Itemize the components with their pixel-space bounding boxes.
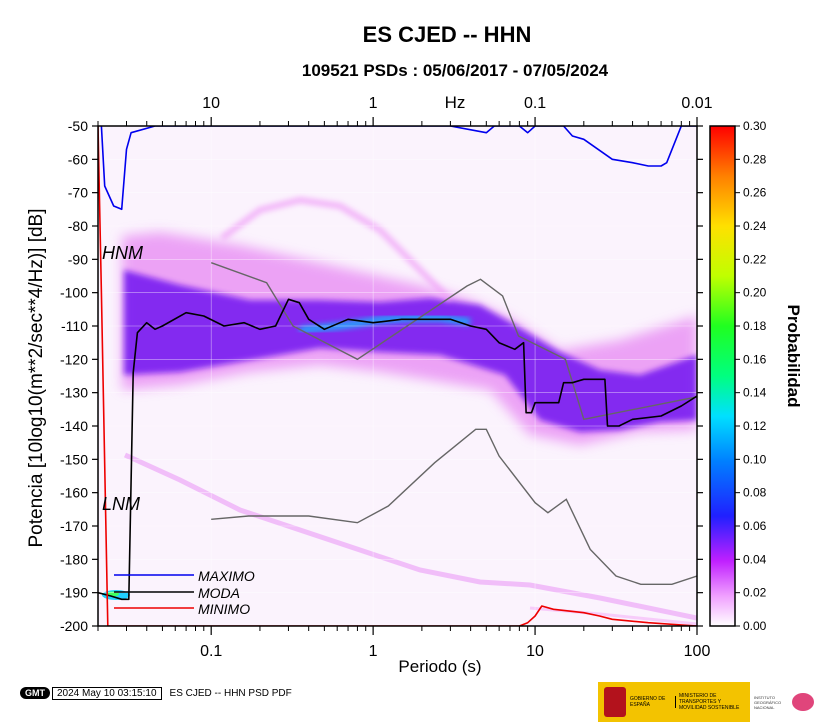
- y-tick-label: -80: [68, 218, 88, 234]
- series-maximo: [100, 126, 697, 211]
- y-tick-label: -190: [60, 585, 88, 601]
- government-block: GOBIERNO DE ESPAÑA MINISTERIO DE TRANSPO…: [598, 682, 750, 722]
- colorbar: [709, 125, 736, 627]
- footer-caption: ES CJED -- HHN PSD PDF: [169, 687, 292, 699]
- y-axis-label: Potencia [10log10(m**2/sec**4/Hz)] [dB]: [26, 208, 47, 547]
- y-tick-label: -130: [60, 385, 88, 401]
- top-axis-label: Hz: [445, 93, 466, 112]
- y-tick-label: -50: [68, 118, 88, 134]
- colorbar-tick-label: 0.08: [743, 486, 767, 500]
- top-tick-label: 10: [202, 95, 220, 112]
- ign-block: INSTITUTO GEOGRÁFICO NACIONAL: [750, 682, 824, 722]
- ign-logo-icon: [792, 693, 814, 711]
- top-tick-label: 0.01: [681, 95, 712, 112]
- noise-model-lnm: [211, 428, 697, 585]
- x-tick-label: 0.1: [200, 643, 222, 660]
- y-tick-label: -100: [60, 285, 88, 301]
- x-tick-label: 100: [684, 643, 711, 660]
- government-text: GOBIERNO DE ESPAÑA: [630, 696, 676, 708]
- noise-model-hnm: [210, 262, 697, 421]
- grid: [98, 126, 697, 626]
- colorbar-tick-label: 0.22: [743, 252, 767, 266]
- y-tick-label: -140: [60, 418, 88, 434]
- colorbar-tick-label: 0.14: [743, 386, 767, 400]
- y-tick-label: -160: [60, 485, 88, 501]
- legend-label-maximo: MAXIMO: [198, 568, 255, 584]
- institution-banner: GOBIERNO DE ESPAÑA MINISTERIO DE TRANSPO…: [598, 682, 824, 722]
- noise-models: [210, 262, 697, 585]
- y-tick-label: -150: [60, 451, 88, 467]
- x-axis-label: Periodo (s): [398, 657, 481, 676]
- colorbar-tick-label: 0.20: [743, 286, 767, 300]
- ministry-text: MINISTERIO DE TRANSPORTES Y MOVILIDAD SO…: [679, 693, 740, 711]
- x-tick-label: 1: [369, 643, 378, 660]
- footer-timestamp: 2024 May 10 03:15:10: [52, 686, 162, 700]
- y-tick-label: -60: [68, 151, 88, 167]
- density-upper-arch: [220, 196, 453, 303]
- institute-text: INSTITUTO GEOGRÁFICO NACIONAL: [754, 694, 782, 710]
- psd-density: [102, 196, 697, 626]
- top-tick-label: 0.1: [524, 95, 546, 112]
- chart-title: ES CJED -- HHN: [363, 22, 532, 47]
- spain-crest-icon: [604, 687, 626, 717]
- colorbar-tick-label: 0.02: [743, 586, 767, 600]
- y-tick-label: -170: [60, 518, 88, 534]
- chart-subtitle: 109521 PSDs : 05/06/2017 - 07/05/2024: [302, 61, 609, 80]
- y-tick-label: -120: [60, 351, 88, 367]
- colorbar-label: Probabilidad: [784, 305, 803, 408]
- colorbar-tick-label: 0.18: [743, 319, 767, 333]
- colorbar-tick-label: 0.16: [743, 352, 767, 366]
- y-tick-label: -110: [61, 318, 88, 334]
- colorbar-tick-label: 0.30: [743, 119, 767, 133]
- y-tick-label: -180: [60, 551, 88, 567]
- colorbar-ticks: 0.00 0.02 0.04 0.06 0.08 0.10 0.12 0.14 0.16 0.18…: [735, 119, 767, 633]
- x-tick-label: 10: [526, 643, 544, 660]
- top-tick-label: 1: [369, 95, 378, 112]
- footer-stamp: GMT 2024 May 10 03:15:10 ES CJED -- HHN …: [20, 686, 292, 700]
- colorbar-tick-label: 0.28: [743, 152, 767, 166]
- psd-series: [98, 126, 697, 626]
- density-lower-streak: [123, 452, 697, 621]
- colorbar-tick-label: 0.04: [743, 552, 767, 566]
- colorbar-tick-label: 0.12: [743, 419, 767, 433]
- annotation-hnm: HNM: [102, 243, 143, 263]
- legend-label-moda: MODA: [198, 585, 240, 601]
- y-tick-label: -70: [68, 185, 88, 201]
- y-tick-label: -200: [60, 618, 88, 634]
- legend: MAXIMO MODA MINIMO: [114, 568, 255, 617]
- series-minimo: [98, 126, 697, 626]
- colorbar-tick-label: 0.24: [743, 219, 767, 233]
- axes: -50 -60 -70 -80 -90 -100 -110 -120 -130 -140 -150 -…: [60, 95, 713, 660]
- plot-frame: [97, 125, 698, 627]
- series-moda: [98, 298, 697, 601]
- legend-label-minimo: MINIMO: [198, 601, 250, 617]
- colorbar-tick-label: 0.06: [743, 519, 767, 533]
- colorbar-tick-label: 0.26: [743, 186, 767, 200]
- colorbar-tick-label: 0.10: [743, 452, 767, 466]
- density-core-band: [124, 270, 697, 432]
- gmt-logo: GMT: [20, 687, 50, 699]
- annotation-lnm: LNM: [102, 494, 140, 514]
- colorbar-tick-label: 0.00: [743, 619, 767, 633]
- y-tick-label: -90: [68, 251, 88, 267]
- psd-chart: ES CJED -- HHN 109521 PSDs : 05/06/2017 …: [26, 22, 803, 676]
